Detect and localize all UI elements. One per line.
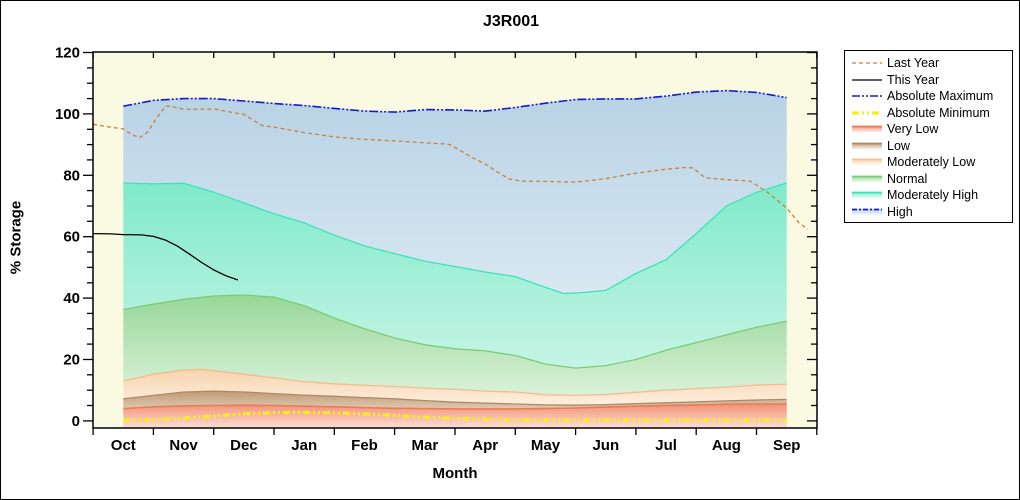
band-normal <box>123 295 787 396</box>
band-top-line <box>123 182 787 295</box>
legend-item: Moderately Low <box>851 154 1012 170</box>
svg-text:Jul: Jul <box>655 437 677 454</box>
svg-text:20: 20 <box>63 352 80 369</box>
legend-item-label: This Year <box>887 72 940 87</box>
legend-item-label: Low <box>887 138 910 153</box>
svg-text:Sep: Sep <box>773 437 801 454</box>
legend-item: Normal <box>851 171 1012 187</box>
line-absolute-minimum <box>123 410 787 422</box>
svg-text:40: 40 <box>63 290 80 307</box>
legend-item-label: Moderately High <box>887 188 979 203</box>
legend-line-swatch <box>852 95 882 97</box>
svg-text:Aug: Aug <box>712 437 741 454</box>
x-axis-title: Month <box>432 465 478 482</box>
svg-text:Jun: Jun <box>592 437 619 454</box>
legend-band-swatch <box>852 208 882 216</box>
legend-band-swatch <box>852 191 882 200</box>
legend-item: Very Low <box>851 121 1012 137</box>
band-top-line <box>123 294 787 369</box>
legend-item-label: Last Year <box>887 56 940 70</box>
legend-band-swatch <box>852 142 882 150</box>
svg-text:80: 80 <box>63 167 80 184</box>
legend-item-label: Moderately Low <box>887 155 976 170</box>
legend-item: Absolute Maximum <box>851 88 1012 104</box>
legend-item-label: Absolute Maximum <box>887 89 994 104</box>
svg-text:100: 100 <box>55 106 80 123</box>
bands-layer <box>93 89 809 428</box>
legend-item-label: Very Low <box>887 122 939 137</box>
legend-item-label: Absolute Minimum <box>887 105 990 120</box>
legend-line-swatch <box>852 111 882 115</box>
legend-item: Low <box>851 138 1012 154</box>
svg-text:Oct: Oct <box>111 437 136 454</box>
legend-item: Last Year <box>851 55 1012 71</box>
band-top-line <box>123 368 787 397</box>
legend-item: High <box>851 204 1012 220</box>
svg-text:0: 0 <box>72 413 80 430</box>
svg-text:60: 60 <box>63 229 80 246</box>
legend-item: Moderately High <box>851 187 1012 203</box>
legend-item-label: Normal <box>887 171 928 186</box>
band-high <box>123 90 787 294</box>
svg-text:Apr: Apr <box>472 437 498 454</box>
legend: Last Year This Year Absolute Maximum Absolu… <box>844 50 1013 223</box>
svg-text:Feb: Feb <box>351 437 378 454</box>
svg-text:120: 120 <box>55 45 80 62</box>
legend-band-swatch <box>852 158 882 167</box>
legend-band-swatch <box>852 175 882 183</box>
y-axis-title: % Storage <box>7 200 25 275</box>
svg-text:Dec: Dec <box>230 437 258 454</box>
line-this-year <box>93 232 239 281</box>
svg-text:Jan: Jan <box>291 437 317 454</box>
legend-line-swatch <box>852 62 882 64</box>
band-top-line <box>123 403 787 410</box>
tick-labels: Oct Nov Dec Jan Feb Mar Apr May Jun Jul Aug Sep 0 20 4… <box>55 45 800 455</box>
band-very-low <box>123 404 787 428</box>
svg-text:Nov: Nov <box>169 437 198 454</box>
svg-text:Mar: Mar <box>412 437 439 454</box>
line-last-year <box>93 105 809 230</box>
band-moderately-high <box>123 183 787 369</box>
svg-text:May: May <box>531 437 561 454</box>
legend-band-swatch <box>852 125 882 134</box>
chart-title: J3R001 <box>482 13 540 30</box>
band-top-line <box>123 89 787 113</box>
legend-item: Absolute Minimum <box>851 105 1012 121</box>
legend-item: This Year <box>851 72 1012 88</box>
legend-line-swatch <box>852 78 882 81</box>
legend-item-label: High <box>887 204 913 219</box>
axis-ticks <box>83 51 818 435</box>
band-moderately-low <box>123 369 787 406</box>
band-top-line <box>123 390 787 406</box>
